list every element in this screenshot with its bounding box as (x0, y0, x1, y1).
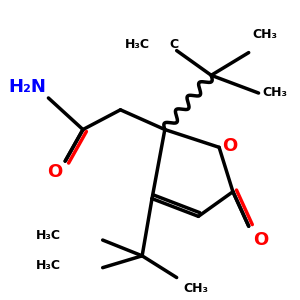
Text: CH₃: CH₃ (184, 283, 208, 296)
Text: H₃C: H₃C (36, 259, 61, 272)
Text: O: O (47, 163, 62, 181)
Text: O: O (222, 137, 237, 155)
Text: O: O (253, 231, 268, 249)
Text: CH₃: CH₃ (262, 85, 287, 99)
Text: CH₃: CH₃ (253, 28, 278, 41)
Text: C: C (169, 38, 178, 51)
Text: H₂N: H₂N (9, 78, 46, 96)
Text: H₃C: H₃C (36, 229, 61, 242)
Text: H₃C: H₃C (125, 38, 150, 51)
